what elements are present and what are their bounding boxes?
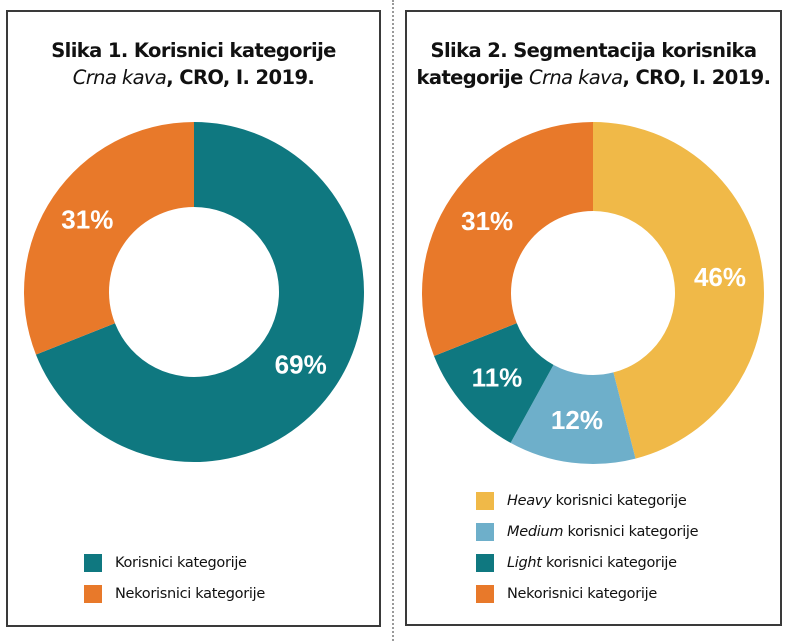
legend-label: Heavy korisnici kategorije — [507, 492, 687, 510]
legend-label-text: Korisnici kategorije — [115, 555, 247, 571]
donut-slice — [510, 364, 636, 464]
slice-data-label: 31% — [61, 204, 113, 234]
legend-swatch — [476, 523, 494, 541]
legend-label-italic: Medium — [507, 524, 564, 540]
legend-swatch — [84, 585, 102, 603]
donut-chart-1: 69% 31% — [24, 122, 364, 462]
chart-title-2-italic: Crna kava — [528, 66, 623, 89]
legend-label: Medium korisnici kategorije — [507, 523, 699, 541]
donut-slice — [421, 122, 593, 356]
slice-data-label: 46% — [694, 262, 746, 292]
legend-swatch — [84, 554, 102, 572]
legend-label-text: korisnici kategorije — [563, 524, 699, 540]
legend-label: Korisnici kategorije — [115, 554, 247, 572]
slice-data-label: 12% — [551, 405, 603, 435]
donut-chart-2: 46% 12% 11% 31% — [421, 122, 764, 464]
donut-slice — [434, 323, 554, 443]
legend-swatch — [476, 492, 494, 510]
chart-title-2: Slika 2. Segmentacija korisnika kategori… — [407, 37, 780, 91]
legend-label-text: korisnici kategorije — [551, 493, 687, 509]
dotted-divider — [392, 0, 394, 641]
legend-swatch — [476, 554, 494, 572]
chart-title-1-rest: , CRO, I. 2019. — [166, 66, 315, 89]
chart-title-1-line1: Slika 1. Korisnici kategorije — [51, 39, 336, 62]
donut-slice — [35, 122, 364, 462]
donut-slice — [593, 122, 764, 459]
chart-title-1: Slika 1. Korisnici kategorije Crna kava,… — [8, 37, 379, 91]
figure-panel-1: Slika 1. Korisnici kategorije Crna kava,… — [6, 10, 381, 627]
legend-label: Nekorisnici kategorije — [115, 585, 265, 603]
figure-panel-2: Slika 2. Segmentacija korisnika kategori… — [405, 10, 782, 626]
legend-label-text: korisnici kategorije — [541, 555, 677, 571]
chart-title-2-pre: kategorije — [416, 66, 529, 89]
legend-label-italic: Light — [507, 555, 542, 571]
chart-title-1-line2: Crna kava, CRO, I. 2019. — [8, 64, 379, 91]
legend-label-text: Nekorisnici kategorije — [115, 586, 265, 602]
slice-data-label: 69% — [275, 350, 327, 380]
legend-label: Light korisnici kategorije — [507, 554, 677, 572]
legend-label: Nekorisnici kategorije — [507, 585, 657, 603]
chart-title-2-line2: kategorije Crna kava, CRO, I. 2019. — [407, 64, 780, 91]
legend-label-italic: Heavy — [507, 493, 552, 509]
legend-swatch — [476, 585, 494, 603]
chart-title-2-rest: , CRO, I. 2019. — [622, 66, 771, 89]
legend-label-text: Nekorisnici kategorije — [507, 586, 657, 602]
donut-slice — [24, 122, 195, 355]
chart-title-2-line1: Slika 2. Segmentacija korisnika — [430, 39, 758, 62]
slice-data-label: 11% — [472, 363, 523, 393]
slice-data-label: 31% — [461, 206, 513, 236]
chart-title-1-italic: Crna kava — [72, 66, 167, 89]
